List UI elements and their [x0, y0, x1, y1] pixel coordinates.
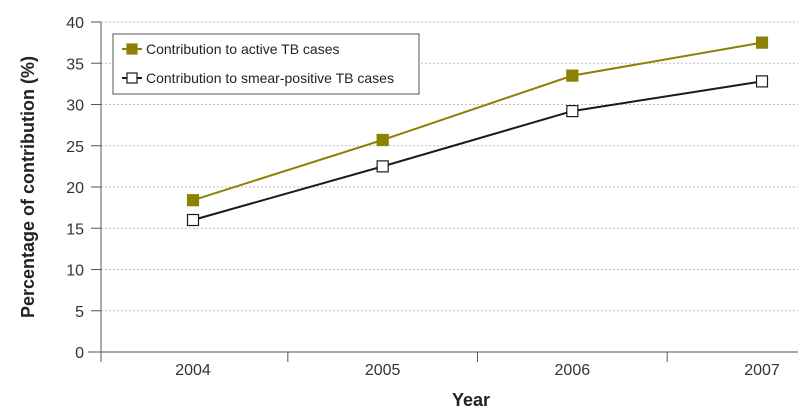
series-line [192, 41, 763, 202]
legend-item: Contribution to smear-positive TB cases [122, 70, 394, 86]
y-axis-title: Percentage of contribution (%) [18, 56, 38, 318]
series-1 [186, 36, 769, 207]
data-point [376, 160, 389, 173]
y-tick-label: 25 [66, 139, 84, 156]
x-tick-label: 2007 [744, 362, 780, 379]
data-point [186, 213, 200, 227]
x-tick-label: 2006 [555, 362, 591, 379]
y-tick-label: 20 [66, 180, 84, 197]
legend-box [112, 33, 420, 95]
y-tick-label: 10 [66, 263, 84, 280]
data-point [755, 36, 769, 49]
x-tick-label: 2004 [175, 362, 211, 379]
legend: Contribution to active TB cases Contribut… [112, 33, 420, 95]
y-tick-label: 35 [66, 56, 84, 73]
data-point [755, 75, 769, 88]
x-tick-label: 2005 [365, 362, 401, 379]
series-lines [186, 36, 769, 227]
y-tick-label: 40 [66, 15, 84, 32]
data-point [566, 69, 579, 82]
legend-label: Contribution to active TB cases [146, 41, 340, 57]
y-tick-label: 5 [75, 304, 84, 321]
y-tick-label: 0 [75, 345, 84, 362]
data-point [376, 133, 389, 147]
legend-marker [126, 72, 138, 84]
axes: 0 5 10 15 20 25 30 35 40 2004 2005 2006 2007 [66, 15, 798, 379]
y-tick-label: 15 [66, 221, 84, 238]
legend-label: Contribution to smear-positive TB cases [146, 70, 394, 86]
data-point [566, 104, 579, 118]
y-tick-label: 30 [66, 98, 84, 115]
legend-item: Contribution to active TB cases [122, 41, 340, 57]
series-2 [186, 75, 769, 227]
data-point [186, 194, 200, 207]
series-line [192, 80, 763, 221]
x-axis-title: Year [452, 390, 490, 410]
legend-marker [126, 43, 138, 55]
